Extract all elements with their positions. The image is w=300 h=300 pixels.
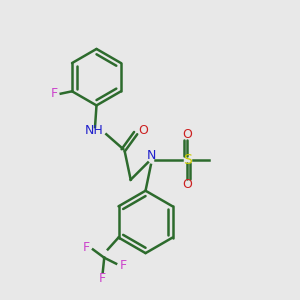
Text: NH: NH (85, 124, 104, 137)
Text: O: O (138, 124, 148, 137)
Text: O: O (182, 128, 192, 141)
Text: N: N (147, 149, 156, 162)
Text: O: O (182, 178, 192, 191)
Text: S: S (183, 152, 191, 167)
Text: F: F (99, 272, 106, 285)
Text: F: F (120, 259, 127, 272)
Text: F: F (83, 241, 90, 254)
Text: F: F (51, 87, 58, 100)
